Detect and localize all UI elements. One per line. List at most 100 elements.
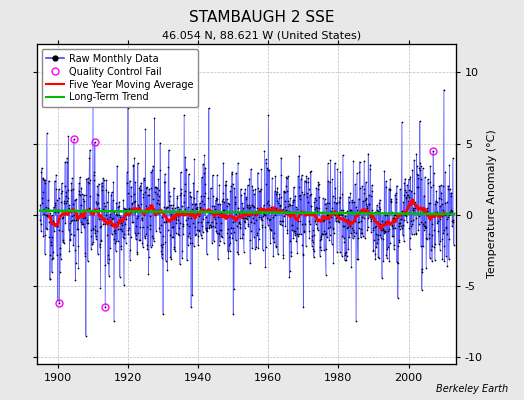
Point xyxy=(227,170,236,177)
Point xyxy=(118,219,126,226)
Point xyxy=(289,184,298,190)
Point xyxy=(39,176,47,182)
Point xyxy=(413,184,422,190)
Point xyxy=(107,221,115,228)
Point xyxy=(96,244,104,250)
Point xyxy=(305,227,313,234)
Point xyxy=(328,205,336,212)
Point xyxy=(96,237,105,244)
Text: STAMBAUGH 2 SSE: STAMBAUGH 2 SSE xyxy=(189,10,335,25)
Point xyxy=(74,188,83,194)
Point xyxy=(416,118,424,124)
Point xyxy=(147,208,156,214)
Point xyxy=(196,205,204,211)
Point xyxy=(389,233,397,239)
Point xyxy=(385,239,394,246)
Point xyxy=(264,221,272,228)
Point xyxy=(99,183,107,189)
Point xyxy=(367,228,375,235)
Point xyxy=(225,248,234,254)
Point xyxy=(370,224,379,230)
Point xyxy=(179,230,188,237)
Point xyxy=(225,234,233,240)
Point xyxy=(68,216,76,223)
Point xyxy=(334,219,343,226)
Point xyxy=(259,213,267,220)
Point xyxy=(253,210,261,216)
Point xyxy=(43,213,52,219)
Point xyxy=(395,222,403,229)
Point xyxy=(383,219,391,226)
Point xyxy=(191,231,199,238)
Point xyxy=(165,202,173,208)
Point xyxy=(380,230,388,236)
Point xyxy=(314,182,323,188)
Point xyxy=(272,243,280,249)
Point xyxy=(433,220,441,226)
Point xyxy=(160,208,168,214)
Point xyxy=(144,209,152,216)
Point xyxy=(108,197,117,204)
Point xyxy=(356,184,364,191)
Point xyxy=(84,220,92,226)
Point xyxy=(293,218,302,224)
Point xyxy=(317,236,325,242)
Point xyxy=(74,265,83,271)
Point xyxy=(260,211,268,217)
Point xyxy=(248,210,256,217)
Point xyxy=(249,215,257,222)
Point xyxy=(288,222,297,228)
Point xyxy=(230,228,238,235)
Point xyxy=(50,208,58,215)
Point xyxy=(56,251,64,258)
Point xyxy=(265,216,273,223)
Point xyxy=(49,204,58,210)
Point xyxy=(398,208,407,214)
Point xyxy=(59,237,67,244)
Point xyxy=(133,249,141,255)
Point xyxy=(190,194,198,201)
Point xyxy=(445,186,454,192)
Point xyxy=(257,214,266,220)
Point xyxy=(153,190,161,197)
Point xyxy=(206,208,214,214)
Point xyxy=(64,187,72,194)
Point xyxy=(194,241,202,248)
Point xyxy=(169,234,178,240)
Point xyxy=(153,185,161,191)
Point xyxy=(120,205,128,211)
Point xyxy=(51,186,60,193)
Point xyxy=(286,238,294,244)
Point xyxy=(291,192,299,199)
Point xyxy=(377,225,386,232)
Point xyxy=(397,119,406,126)
Point xyxy=(215,242,223,248)
Point xyxy=(282,174,291,181)
Point xyxy=(195,213,203,220)
Point xyxy=(48,234,57,240)
Point xyxy=(358,230,366,236)
Point xyxy=(144,192,152,198)
Point xyxy=(393,215,401,221)
Point xyxy=(421,225,429,231)
Point xyxy=(255,236,263,242)
Point xyxy=(133,251,141,258)
Point xyxy=(106,210,114,217)
Point xyxy=(219,207,227,213)
Point xyxy=(117,228,126,234)
Point xyxy=(197,219,205,225)
Point xyxy=(132,179,140,186)
Point xyxy=(127,206,136,212)
Point xyxy=(62,200,71,206)
Point xyxy=(392,182,401,189)
Point xyxy=(176,192,184,198)
Point xyxy=(80,191,88,198)
Point xyxy=(247,218,255,225)
Point xyxy=(147,244,155,250)
Point xyxy=(202,214,210,220)
Point xyxy=(125,206,133,212)
Point xyxy=(291,228,300,234)
Point xyxy=(145,202,154,208)
Point xyxy=(154,207,162,214)
Point xyxy=(47,242,55,248)
